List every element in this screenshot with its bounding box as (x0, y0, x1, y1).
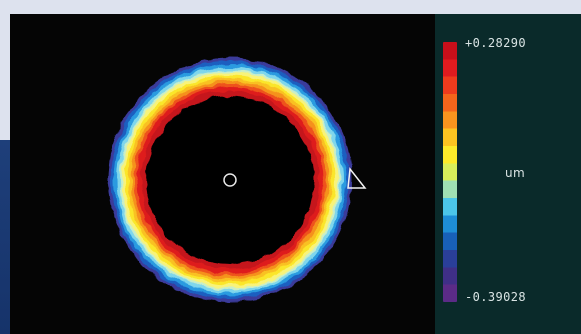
color-scale-bar (443, 42, 457, 302)
scale-min-label: -0.39028 (465, 290, 526, 304)
scale-max-label: +0.28290 (465, 36, 526, 50)
color-scale-panel: +0.28290 um -0.39028 (435, 14, 581, 334)
ring-map (108, 58, 367, 302)
edge-marker-icon (347, 167, 367, 189)
deviation-ring (108, 58, 352, 302)
center-marker-icon (223, 173, 237, 187)
interferogram-viewport[interactable] (10, 14, 435, 334)
scale-unit-label: um (505, 166, 526, 180)
